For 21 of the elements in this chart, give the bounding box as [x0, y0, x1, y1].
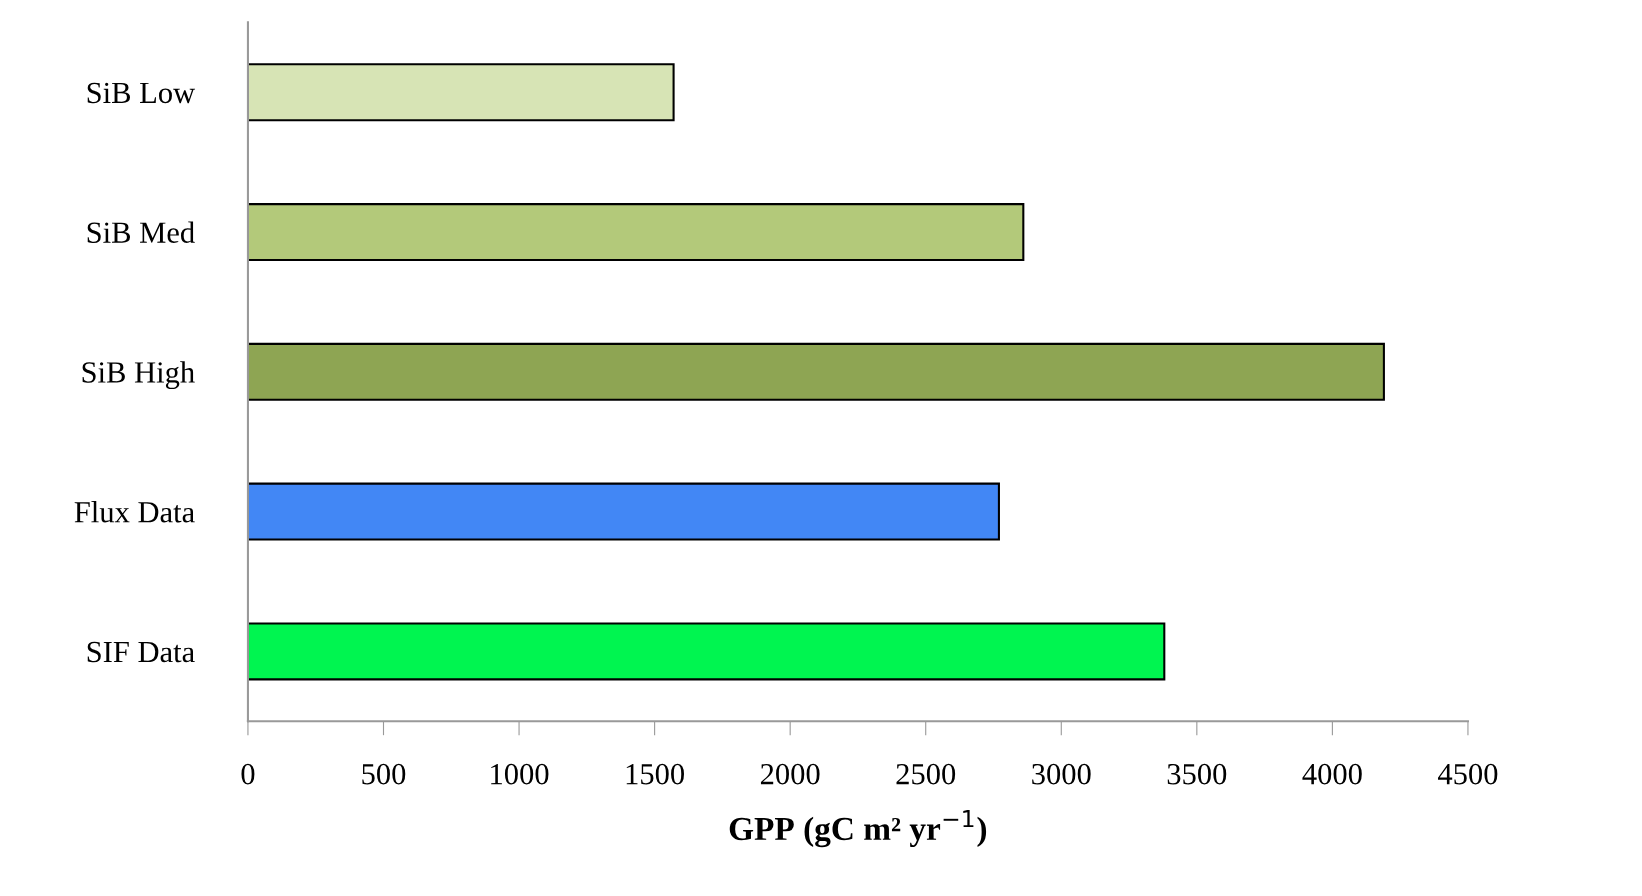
x-tick-label: 1000	[491, 763, 549, 785]
y-tick-label: SiB Low	[87, 82, 196, 104]
x-tick-label: 500	[362, 763, 406, 785]
x-tick-label: 4500	[1437, 763, 1498, 785]
x-tick-label: 2000	[760, 763, 820, 785]
x-tick-label: 2500	[896, 763, 956, 785]
x-tick-label: 3500	[1167, 763, 1227, 785]
bar	[247, 203, 1025, 262]
y-tick-label: Flux Data	[74, 501, 195, 523]
y-tick-label: SiB High	[82, 361, 195, 390]
x-tick-label: 4000	[1302, 763, 1362, 785]
bar	[247, 622, 1166, 681]
x-tick-label: 0	[241, 763, 255, 785]
x-axis-title: GPP (gC m² yr$^{−1}$)	[729, 810, 987, 848]
bar	[247, 342, 1385, 401]
x-tick-label: 1500	[626, 763, 684, 785]
bar	[247, 63, 675, 122]
y-tick-label: SIF Data	[87, 641, 195, 663]
y-tick-label: SiB Med	[87, 221, 195, 243]
bar	[247, 482, 1000, 541]
x-tick-label: 3000	[1032, 763, 1091, 785]
